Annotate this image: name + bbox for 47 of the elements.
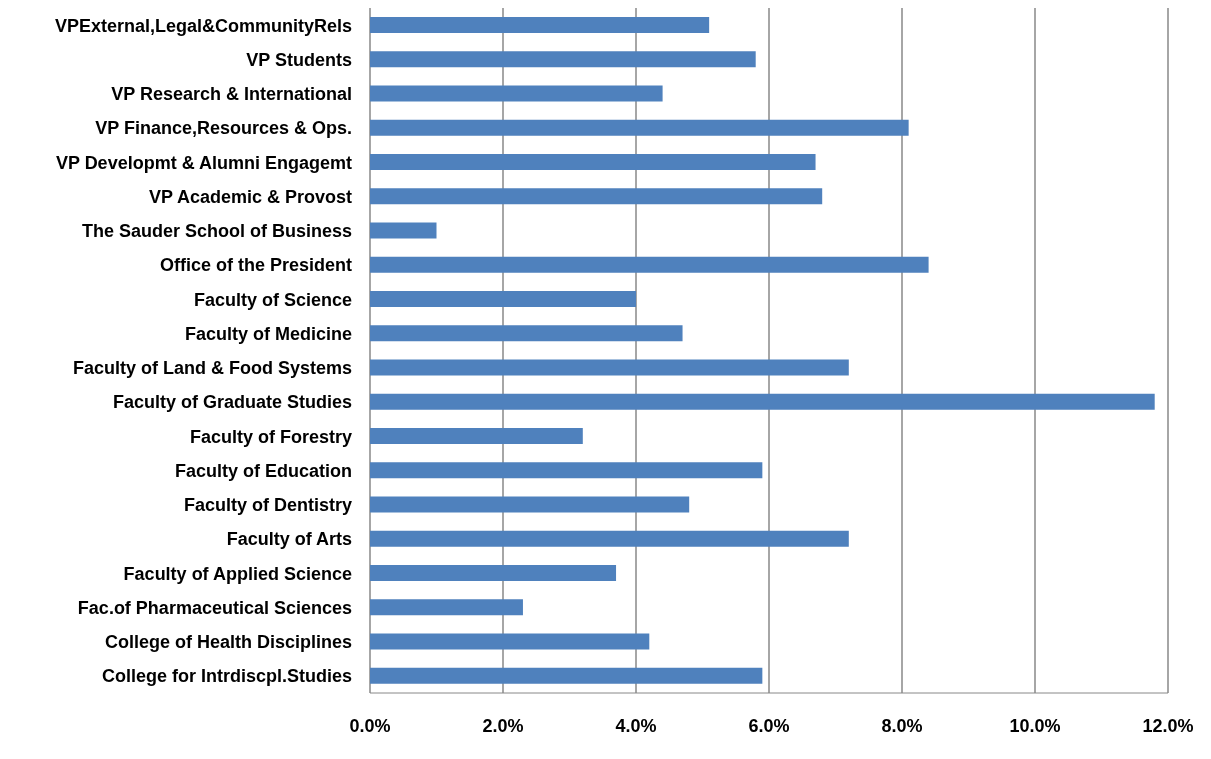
y-tick-label: VP Research & International — [111, 84, 352, 105]
y-tick-label: Faculty of Science — [193, 289, 352, 310]
bar — [370, 359, 849, 376]
y-tick-label: VP Academic & Provost — [148, 186, 352, 207]
bar — [370, 428, 583, 444]
bar — [370, 633, 650, 650]
bar — [370, 51, 756, 68]
y-tick-label: College for Intrdiscpl.Studies — [101, 666, 352, 687]
y-tick-label: Faculty of Applied Science — [123, 563, 352, 584]
y-tick-label: Faculty of Graduate Studies — [112, 392, 352, 413]
y-tick-label: VP Students — [246, 49, 352, 70]
bar — [370, 599, 523, 616]
x-tick-label: 2.0% — [482, 715, 524, 736]
x-tick-label: 8.0% — [881, 715, 923, 736]
bar — [370, 154, 816, 170]
y-tick-label: Fac.of Pharmaceutical Sciences — [77, 597, 352, 618]
bar — [370, 530, 849, 547]
bar — [370, 256, 929, 273]
bar — [370, 85, 663, 102]
y-tick-label: Faculty of Forestry — [189, 426, 352, 447]
x-tick-label: 12.0% — [1142, 715, 1194, 736]
bar — [370, 17, 710, 33]
bar — [370, 119, 909, 136]
bar — [370, 188, 823, 205]
bar — [370, 496, 690, 513]
y-tick-label: Office of the President — [159, 255, 352, 276]
bar — [370, 462, 763, 479]
bar — [370, 222, 437, 239]
bar — [370, 393, 1155, 410]
bar — [370, 325, 683, 342]
bar — [370, 667, 763, 684]
y-tick-label: VP Finance,Resources & Ops. — [95, 118, 352, 139]
x-tick-label: 4.0% — [615, 715, 657, 736]
y-tick-label: Faculty of Medicine — [184, 323, 352, 344]
bar — [370, 565, 617, 581]
x-tick-label: 10.0% — [1009, 715, 1061, 736]
y-tick-label: The Sauder School of Business — [81, 221, 352, 242]
y-tick-label: Faculty of Land & Food Systems — [72, 358, 352, 379]
bar — [370, 291, 636, 307]
x-tick-label: 6.0% — [748, 715, 790, 736]
y-tick-label: VP Developmt & Alumni Engagemt — [55, 152, 352, 173]
y-tick-label: VPExternal,Legal&CommunityRels — [54, 15, 352, 36]
y-tick-label: College of Health Disciplines — [104, 632, 352, 653]
x-tick-label: 0.0% — [349, 715, 391, 736]
y-tick-label: Faculty of Education — [174, 460, 352, 481]
y-tick-label: Faculty of Dentistry — [183, 495, 352, 516]
y-tick-label: Faculty of Arts — [226, 529, 352, 550]
